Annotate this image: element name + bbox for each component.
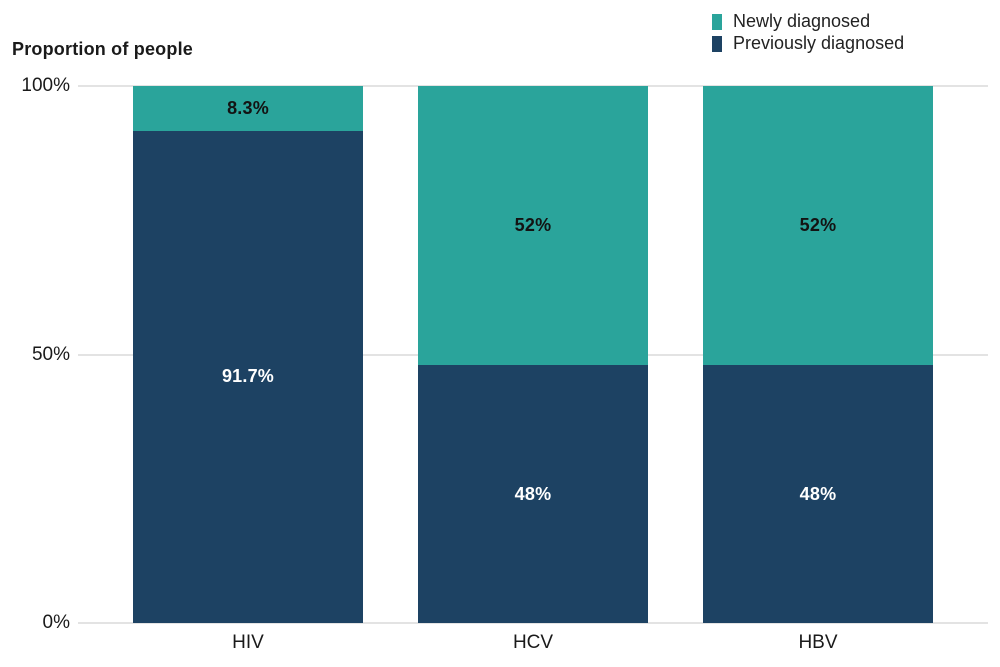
y-tick-label-50: 50% [31,343,70,365]
plot-area: 100% 50% 0% 8.3% 91.7% HIV 52% 48% HCV 52% 48% HBV [21,75,988,653]
data-label-newly-hcv: 52% [514,215,552,236]
x-axis-label-hcv: HCV [512,632,554,653]
data-label-newly-hbv: 52% [799,215,837,236]
bar-segment-newly-hiv: 8.3% [133,86,363,131]
legend-swatch-previously-icon [712,35,722,52]
legend-label-newly: Newly diagnosed [733,11,871,31]
legend-swatch-newly-icon [712,13,722,30]
legend-label-previously: Previously diagnosed [733,33,905,53]
bar-segment-previously-hbv: 48% [703,365,933,623]
y-tick-label-0: 0% [42,612,70,633]
data-label-previously-hiv: 91.7% [221,366,275,387]
bar-segment-previously-hiv: 91.7% [133,130,363,623]
bar-hiv: 8.3% 91.7% [133,86,363,623]
bar-segment-newly-hbv: 52% [703,86,933,366]
bar-hbv: 52% 48% [703,86,933,623]
x-axis-label-hbv: HBV [798,632,838,653]
bar-hcv: 52% 48% [418,86,648,623]
x-axis-label-hiv: HIV [232,632,264,653]
gridline-0 [78,622,988,624]
data-label-previously-hcv: 48% [514,483,552,504]
data-label-previously-hbv: 48% [799,483,837,504]
legend: Newly diagnosed Previously diagnosed [712,11,904,54]
y-tick-label-100: 100% [21,75,70,96]
data-label-newly-hiv: 8.3% [227,97,269,118]
bar-segment-previously-hcv: 48% [418,365,648,623]
bar-segment-newly-hcv: 52% [418,86,648,366]
chart-title: Proportion of people [12,39,193,59]
legend-item-newly: Newly diagnosed [712,11,904,32]
legend-item-previously: Previously diagnosed [712,33,904,54]
